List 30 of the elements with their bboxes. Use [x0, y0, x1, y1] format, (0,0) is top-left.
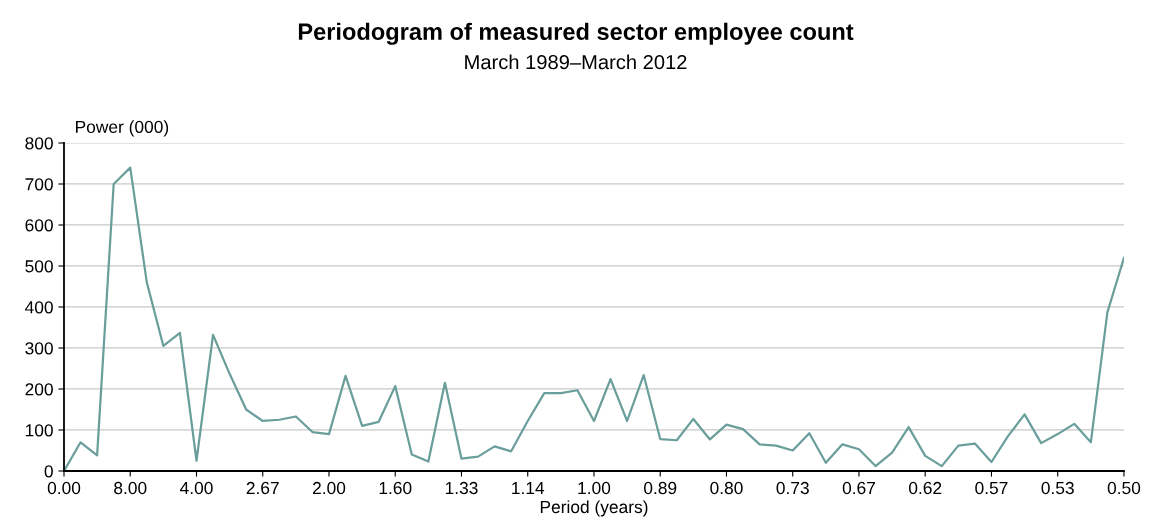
x-tick-label: 1.33: [445, 481, 478, 495]
y-tick-label: 600: [25, 219, 53, 232]
x-tick-label: 0.50: [1107, 481, 1141, 495]
x-tick-label: 0.89: [644, 481, 677, 495]
y-tick-label: 200: [25, 383, 53, 396]
y-tick-label: 400: [25, 301, 53, 314]
chart-title: Periodogram of measured sector employee count: [298, 22, 854, 45]
y-tick-label: 700: [25, 178, 53, 191]
x-tick-label: 1.60: [379, 481, 412, 495]
x-tick-label: 2.67: [246, 481, 279, 495]
x-tick-label: 0.57: [975, 481, 1008, 495]
x-tick-label: 8.00: [114, 481, 147, 495]
x-tick-label: 0.62: [908, 481, 942, 495]
x-tick-label: 0.80: [710, 481, 743, 495]
x-axis-title: Period (years): [540, 500, 648, 517]
x-tick-label: 0.67: [842, 481, 875, 495]
y-tick-label: 500: [25, 260, 53, 273]
x-tick-label: 4.00: [180, 481, 213, 495]
y-tick-label: 800: [25, 137, 53, 150]
y-axis-title: Power (000): [76, 120, 169, 137]
y-tick-label: 300: [25, 342, 53, 355]
x-tick-label: 0.73: [776, 481, 809, 495]
y-tick-label: 100: [25, 424, 53, 437]
x-tick-label: 0.53: [1041, 481, 1074, 495]
x-tick-label: 1.14: [512, 482, 545, 494]
y-tick-label: 0: [44, 465, 53, 478]
x-tick-label: 2.00: [312, 481, 346, 495]
x-tick-label: 1.00: [578, 481, 611, 495]
x-tick-label: 0.00: [47, 481, 81, 495]
chart-subtitle: March 1989–March 2012: [465, 54, 687, 70]
